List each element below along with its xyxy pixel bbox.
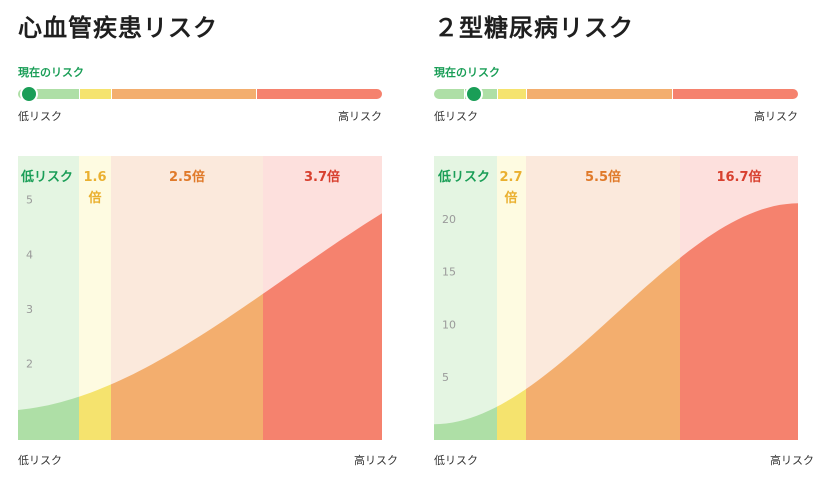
y-tick-label: 15 [442,266,456,279]
panel-title: ２型糖尿病リスク [434,14,634,42]
zone-band [434,156,497,440]
y-tick-label: 10 [442,318,456,331]
area-segment [18,396,79,440]
zone-label: 16.7倍 [716,169,761,185]
chart-svg: 5 10 15 20 低リスク 2.7 倍 5.5倍 16.7倍 [434,156,798,440]
area-segment [263,213,382,440]
y-tick-label: 3 [26,303,33,316]
risk-area-chart: 12345低リスク1.6倍2.5倍3.7倍 [18,156,382,440]
zone-label: 2.7 [499,170,522,185]
risk-scale-bar [434,89,798,99]
area-segment [526,257,680,440]
area-segment [434,406,497,440]
x-axis-high-label: 高リスク [354,454,398,467]
cardiovascular-risk-panel: 心血管疾患リスク 現在のリスク 低リスク 高リスク 12345低リスク1.6倍2… [18,0,398,480]
area-segment [680,203,798,440]
risk-bar-segment [18,89,79,99]
zone-label-suffix: 倍 [88,190,101,206]
y-tick-label: 2 [26,358,33,371]
zone-label: 2.5倍 [169,169,205,185]
x-axis-low-label: 低リスク [18,454,62,467]
chart-svg: 12345低リスク1.6倍2.5倍3.7倍 [18,156,382,440]
y-tick-label: 4 [26,248,33,261]
x-axis-high-label: 高リスク [770,454,814,467]
zone-label: 低リスク [437,169,490,185]
current-risk-marker [20,85,38,103]
risk-bar-segment [434,89,464,99]
risk-bar-segment [257,89,382,99]
current-risk-label: 現在のリスク [18,66,84,79]
current-risk-label: 現在のリスク [434,66,500,79]
scale-low-label: 低リスク [434,110,478,123]
risk-scale-bar [18,89,382,99]
zone-label: 低リスク [20,169,73,185]
risk-bar-segment [673,89,798,99]
scale-high-label: 高リスク [754,110,798,123]
zone-band [18,156,79,440]
y-tick-label: 20 [442,213,456,226]
y-tick-label: 5 [442,371,449,384]
zone-label: 1.6 [83,170,106,185]
x-axis-low-label: 低リスク [434,454,478,467]
area-segment [497,389,526,440]
zone-label: 3.7倍 [304,169,340,185]
risk-bar-segment [80,89,111,99]
zone-label-suffix: 倍 [504,190,517,206]
risk-area-chart: 5 10 15 20 低リスク 2.7 倍 5.5倍 16.7倍 [434,156,798,440]
panel-title: 心血管疾患リスク [18,14,218,42]
risk-bar-segment [498,89,526,99]
risk-bar-segment [112,89,256,99]
y-tick-label: 5 [26,194,33,207]
scale-low-label: 低リスク [18,110,62,123]
area-segment [79,384,111,440]
risk-bar-segment [527,89,672,99]
area-segment [111,293,263,440]
diabetes-risk-panel: ２型糖尿病リスク 現在のリスク 低リスク 高リスク 5 10 15 20 低リスク 2.7… [434,0,814,480]
scale-high-label: 高リスク [338,110,382,123]
current-risk-marker [465,85,483,103]
zone-label: 5.5倍 [585,169,621,185]
